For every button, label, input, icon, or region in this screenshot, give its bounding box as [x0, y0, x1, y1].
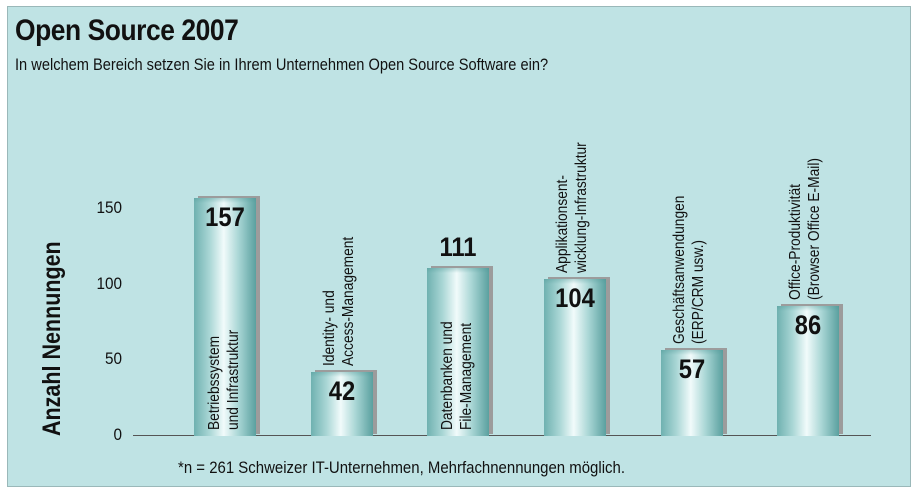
bar-category-label: und Infrastruktur	[225, 329, 242, 430]
chart-subtitle: In welchem Bereich setzen Sie in Ihrem U…	[15, 55, 549, 74]
bar-value-label: 42	[328, 376, 356, 407]
x-axis-line	[133, 435, 871, 436]
bar	[661, 349, 723, 436]
bar	[311, 372, 373, 436]
chart-title: Open Source 2007	[15, 14, 239, 47]
bar-value-label: 157	[205, 202, 245, 233]
y-tick-label: 0	[113, 425, 122, 444]
bar-category-label: Geschäftsanwendungen	[671, 195, 688, 344]
bar	[777, 305, 839, 436]
bar-value-label: 111	[439, 232, 477, 263]
y-tick-label: 50	[104, 349, 122, 369]
y-tick-label: 100	[96, 273, 122, 293]
bar-category-label: (ERP/CRM usw.)	[690, 239, 707, 344]
bar	[194, 198, 256, 436]
bar-value-label: 104	[555, 282, 595, 313]
bar-category-label: Access-Management	[340, 237, 357, 367]
bar-category-label: Office-Produktivität	[787, 183, 804, 300]
bar	[427, 268, 489, 436]
y-axis-label: Anzahl Nennungen	[38, 241, 66, 436]
bar-category-label: Betriebssystem	[206, 335, 223, 430]
bar-category-label: File-Management	[458, 322, 475, 430]
bar-category-label: Datenbanken und	[439, 321, 456, 430]
bar-value-label: 57	[678, 353, 706, 384]
footnote: *n = 261 Schweizer IT-Unternehmen, Mehrf…	[178, 458, 625, 477]
bar-value-label: 86	[794, 309, 822, 340]
bar	[544, 278, 606, 436]
bar-category-label: Identity- und	[321, 290, 338, 367]
bar-category-label: (Browser Office E-Mail)	[806, 157, 823, 300]
y-tick-label: 150	[96, 198, 122, 217]
bar-category-label: wicklung-Infrastruktur	[573, 141, 590, 273]
bar-category-label: Applikationsent-	[554, 174, 571, 273]
